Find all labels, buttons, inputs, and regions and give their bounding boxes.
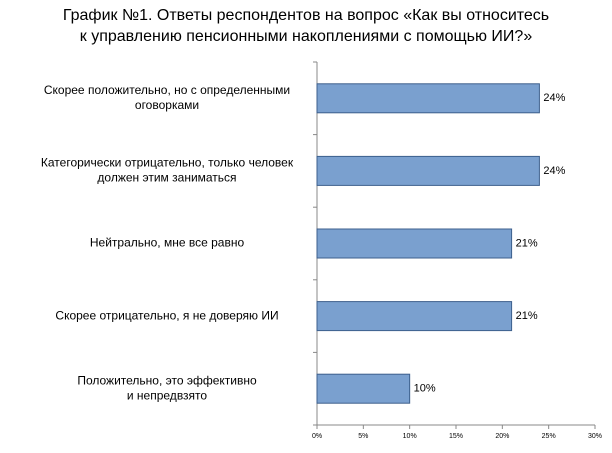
x-tick-label: 20% (495, 433, 509, 440)
category-label: Положительно, это эффективно (77, 373, 257, 387)
x-tick-label: 30% (588, 433, 602, 440)
x-tick-label: 10% (403, 433, 417, 440)
value-label: 21% (516, 310, 538, 322)
bar (316, 373, 411, 404)
category-label: должен этим заниматься (97, 171, 236, 185)
value-label: 24% (543, 92, 565, 104)
category-label: Категорически отрицательно, только челов… (41, 156, 294, 170)
category-label: Скорее положительно, но с определенными (44, 83, 290, 97)
value-label: 24% (543, 165, 565, 177)
x-tick-label: 15% (449, 433, 463, 440)
bar (316, 155, 540, 186)
category-label: оговорками (135, 98, 199, 112)
value-label: 10% (414, 383, 436, 395)
x-tick-label: 25% (542, 433, 556, 440)
chart-title: График №1. Ответы респондентов на вопрос… (63, 7, 549, 24)
bar (316, 301, 513, 332)
category-label: Скорее отрицательно, я не доверяю ИИ (55, 308, 278, 322)
category-label: Нейтрально, мне все равно (90, 236, 245, 250)
x-tick-label: 0% (312, 433, 322, 440)
x-tick-label: 5% (358, 433, 368, 440)
bar (316, 83, 540, 114)
chart-title: к управлению пенсионными накоплениями с … (80, 28, 533, 45)
bar (316, 228, 513, 259)
value-label: 21% (516, 237, 538, 249)
category-label: и непредвзято (127, 388, 208, 402)
